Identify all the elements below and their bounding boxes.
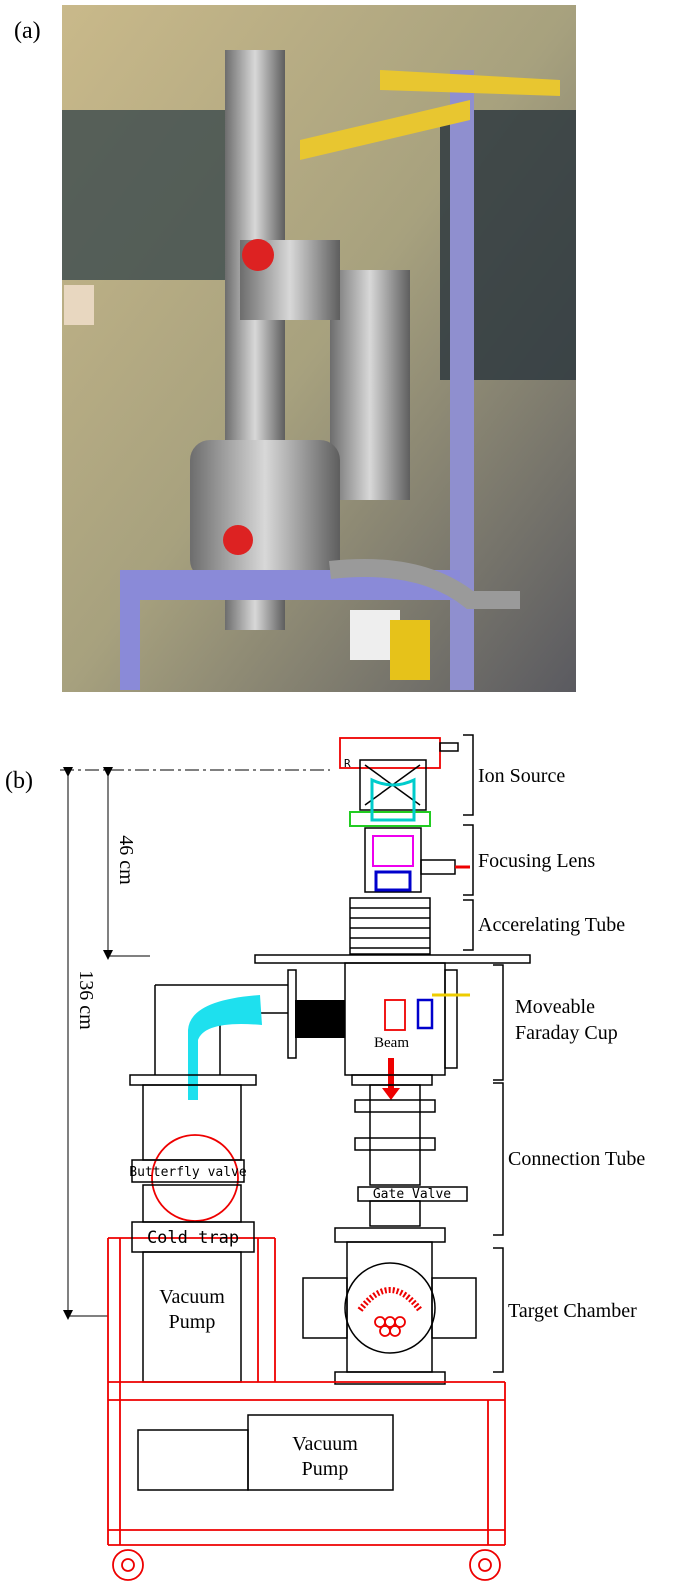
- dimension-label: 136 cm: [75, 970, 97, 1030]
- panel-label: (a): [14, 18, 41, 44]
- photo: [62, 5, 576, 692]
- part-label: Pump: [169, 1311, 216, 1333]
- resistor-label: R: [344, 757, 351, 770]
- beam-label: Beam: [374, 1035, 409, 1051]
- part-label: Gate Valve: [373, 1187, 451, 1202]
- part-label: Butterfly valve: [129, 1165, 247, 1180]
- section-label: Accerelating Tube: [478, 914, 625, 936]
- section-label: Faraday Cup: [515, 1022, 618, 1044]
- panel-label: (b): [5, 768, 33, 794]
- part-label: Cold trap: [147, 1228, 239, 1248]
- section-label: Moveable: [515, 996, 595, 1018]
- section-label: Connection Tube: [508, 1148, 645, 1170]
- part-label: Vacuum: [292, 1433, 358, 1455]
- section-label: Ion Source: [478, 765, 565, 787]
- dimension-label: 46 cm: [115, 835, 137, 885]
- figure: (a) (b): [0, 0, 689, 1589]
- section-label: Target Chamber: [508, 1300, 637, 1322]
- section-label: Focusing Lens: [478, 850, 595, 872]
- part-label: Vacuum: [159, 1286, 225, 1308]
- part-label: Pump: [302, 1458, 349, 1480]
